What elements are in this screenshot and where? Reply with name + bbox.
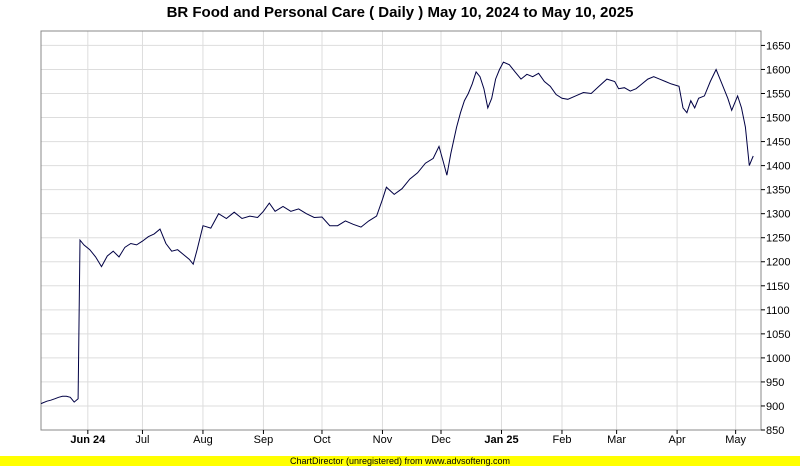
x-tick-label: Dec: [431, 434, 451, 446]
x-tick-label: Feb: [552, 434, 571, 446]
y-tick-label: 1100: [766, 305, 790, 317]
y-tick-label: 850: [766, 425, 784, 437]
y-axis: 850 900 950 1000 1050 1100 1150 1200 1250 1300 135…: [761, 40, 790, 437]
x-axis: Jun 24 Jul Aug Sep Oct Nov Dec Jan 25 Feb Mar Apr M…: [70, 430, 747, 446]
plot-frame: [40, 30, 762, 431]
y-tick-label: 1250: [766, 233, 790, 245]
footer-bar: ChartDirector (unregistered) from www.ad…: [0, 456, 800, 466]
y-tick-label: 1350: [766, 185, 790, 197]
y-tick-label: 950: [766, 377, 784, 389]
y-tick-label: 1450: [766, 137, 790, 149]
x-tick-label: Nov: [373, 434, 393, 446]
x-tick-label: Oct: [313, 434, 330, 446]
x-tick-label: Jan 25: [484, 434, 518, 446]
footer-text: ChartDirector (unregistered) from www.ad…: [289, 456, 511, 466]
x-tick-label: Jun 24: [70, 434, 106, 446]
y-tick-label: 1600: [766, 64, 790, 76]
y-tick-label: 1400: [766, 161, 790, 173]
y-tick-label: 1000: [766, 353, 790, 365]
price-line: [40, 61, 754, 405]
x-tick-label: May: [725, 434, 746, 446]
chart-title: BR Food and Personal Care ( Daily ) May …: [166, 4, 634, 21]
x-tick-label: Mar: [607, 434, 626, 446]
x-tick-label: Aug: [193, 434, 213, 446]
x-tick-label: Apr: [669, 434, 686, 446]
y-tick-label: 1300: [766, 209, 790, 221]
y-tick-label: 1050: [766, 329, 790, 341]
grid-layer: [41, 31, 761, 431]
y-tick-label: 1500: [766, 113, 790, 125]
y-tick-label: 1200: [766, 257, 790, 269]
y-tick-label: 1550: [766, 88, 790, 100]
x-tick-label: Jul: [135, 434, 149, 446]
x-tick-label: Sep: [254, 434, 274, 446]
y-tick-label: 900: [766, 401, 784, 413]
y-tick-label: 1650: [766, 40, 790, 52]
y-tick-label: 1150: [766, 281, 790, 293]
